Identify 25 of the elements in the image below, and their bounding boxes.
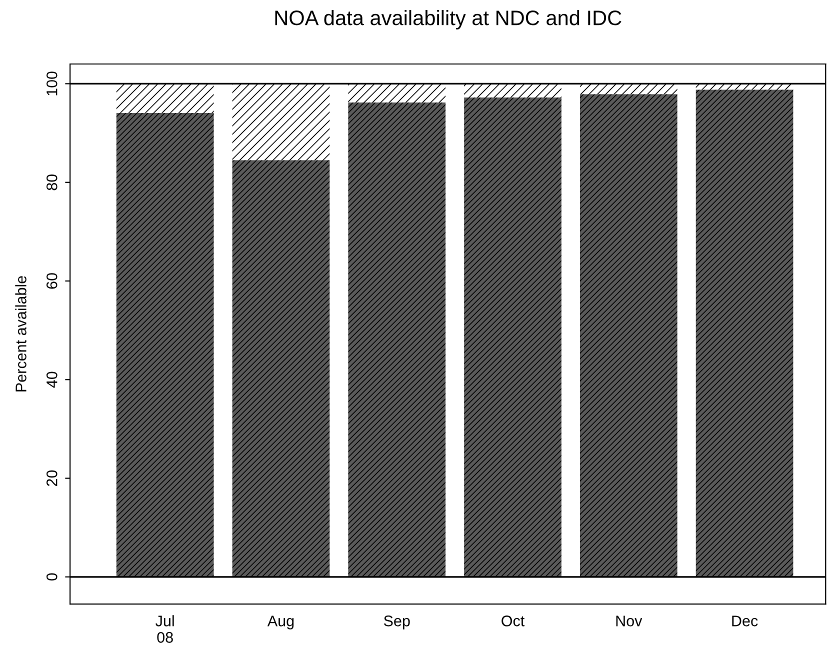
chart-title: NOA data availability at NDC and IDC — [275, 10, 622, 30]
bar — [232, 160, 330, 577]
bar — [232, 84, 330, 160]
y-tick-label: 60 — [46, 273, 58, 289]
y-tick-label: 100 — [46, 72, 58, 96]
x-tick-label: Oct — [502, 616, 525, 626]
x-tick-label: Nov — [616, 616, 642, 626]
bar — [464, 98, 562, 577]
bar — [464, 84, 562, 98]
bar — [696, 90, 794, 577]
bar — [348, 102, 446, 577]
x-tick-label: Sep — [384, 616, 410, 630]
y-tick-label: 80 — [46, 174, 58, 190]
x-tick-label: Aug — [267, 616, 294, 630]
bar — [580, 94, 678, 577]
y-tick-label: 20 — [46, 470, 58, 486]
bar — [116, 112, 214, 577]
bar — [580, 84, 678, 94]
x-tick-label: Dec — [732, 616, 758, 626]
bar — [348, 84, 446, 102]
bar — [116, 84, 214, 113]
y-tick-label: 40 — [46, 372, 58, 388]
x-tick-label: Jul 08 — [156, 615, 174, 643]
y-tick-label: 0 — [46, 573, 58, 581]
y-axis-title: Percent available — [15, 276, 26, 392]
